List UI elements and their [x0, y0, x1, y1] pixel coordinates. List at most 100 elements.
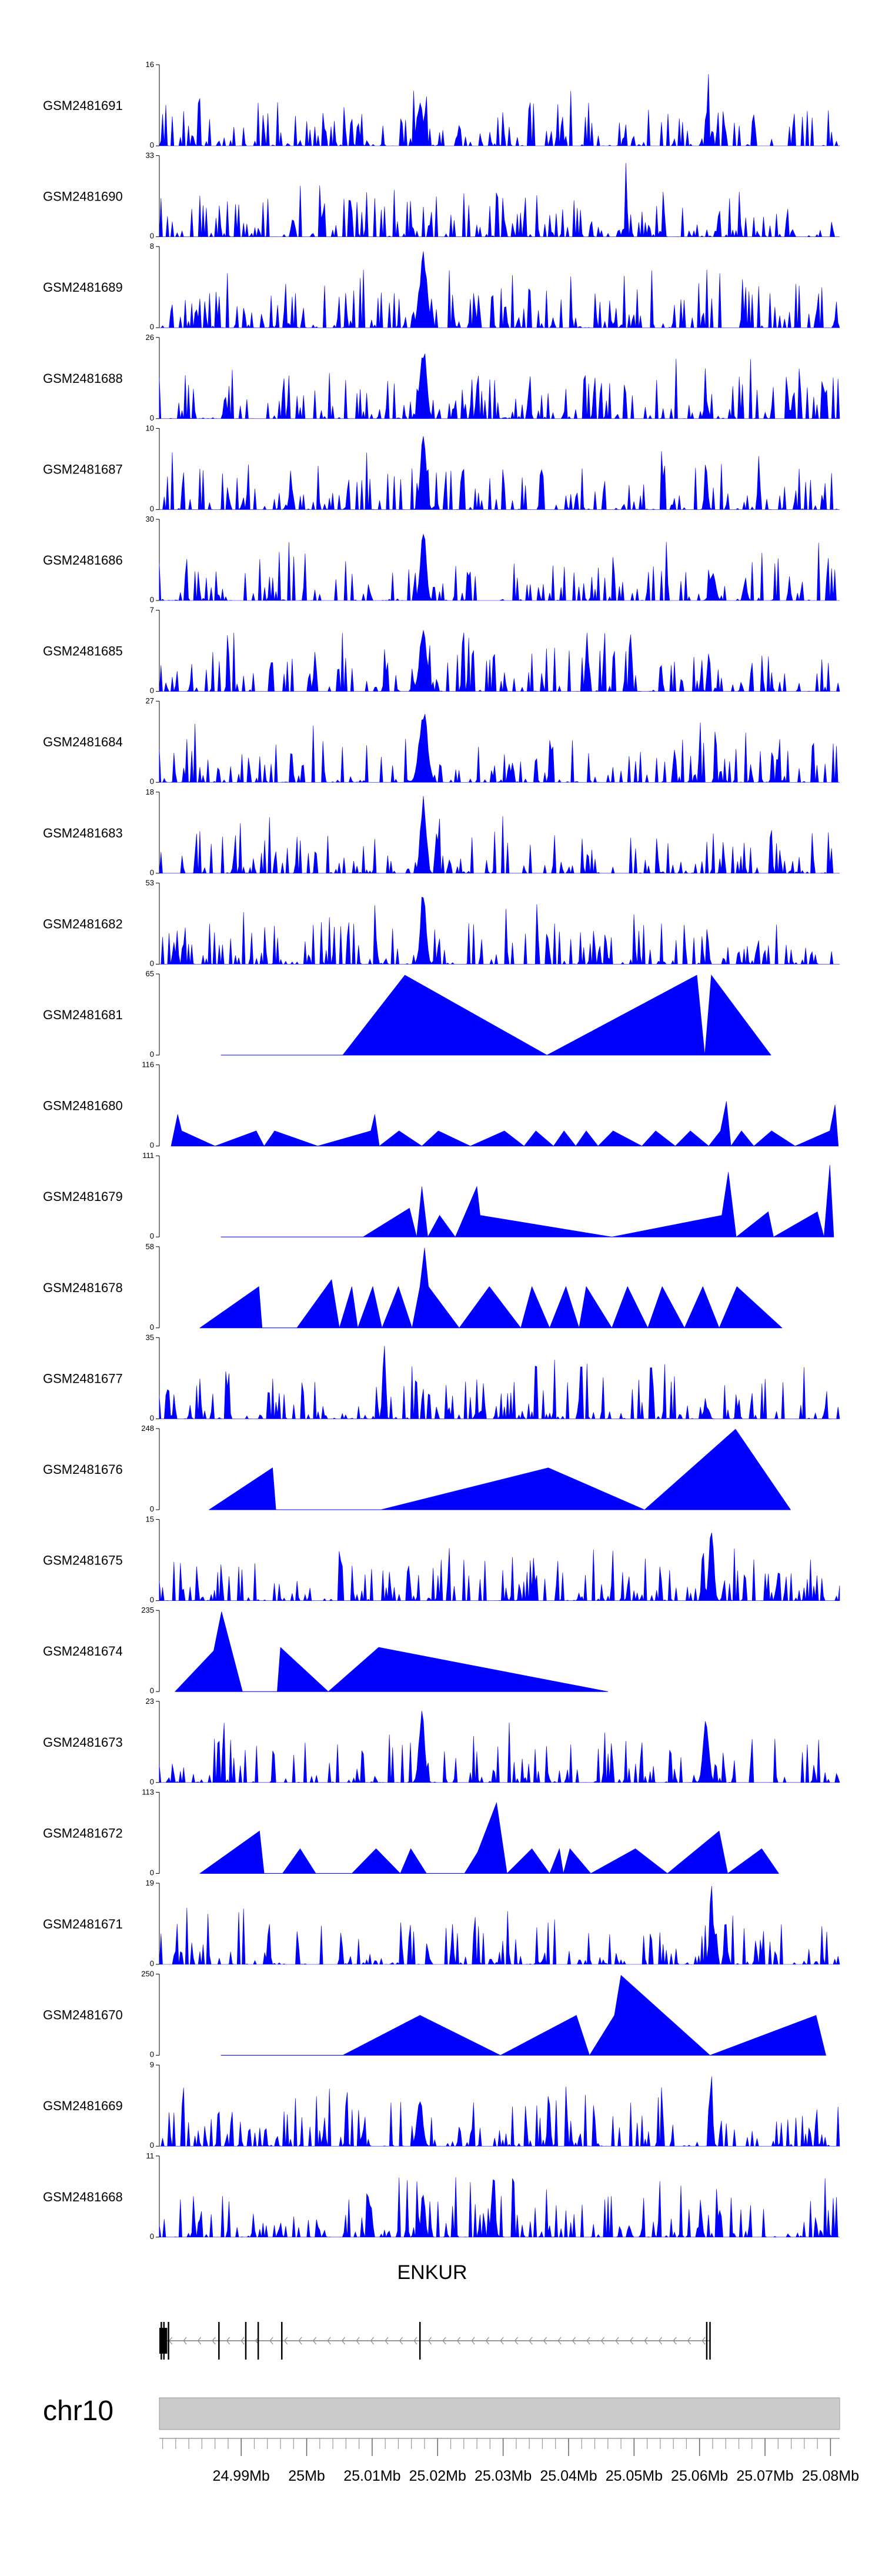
y-tick-label-max: 33 — [146, 151, 154, 160]
y-tick-label-max: 58 — [146, 1242, 154, 1251]
y-tick-label-zero: 0 — [150, 595, 154, 604]
y-tick-label-zero: 0 — [150, 959, 154, 967]
coverage-area — [159, 1711, 840, 1783]
track-label: GSM2481684 — [43, 735, 123, 749]
track-GSM2481691: GSM2481691 16 0 — [43, 60, 840, 149]
track-label: GSM2481669 — [43, 2098, 123, 2113]
track-label: GSM2481672 — [43, 1826, 123, 1840]
coverage-area — [159, 1533, 840, 1601]
y-tick-label-zero: 0 — [150, 1413, 154, 1422]
track-label: GSM2481677 — [43, 1371, 123, 1386]
y-tick-label-zero: 0 — [150, 1504, 154, 1513]
y-tick-label-max: 250 — [141, 1970, 154, 1978]
y-tick-label-zero: 0 — [150, 686, 154, 695]
y-tick-label-max: 248 — [141, 1424, 154, 1433]
coverage-area — [221, 1976, 826, 2056]
y-tick-label-zero: 0 — [150, 322, 154, 331]
y-tick-label-zero: 0 — [150, 504, 154, 513]
y-tick-label-max: 235 — [141, 1606, 154, 1614]
track-GSM2481682: GSM2481682530 — [43, 878, 840, 967]
track-GSM2481683: GSM2481683 18 0 — [43, 788, 840, 877]
track-label: GSM2481673 — [43, 1735, 123, 1750]
coverage-area — [200, 1803, 779, 1873]
track-GSM2481670: GSM2481670 250 0 — [43, 1970, 826, 2059]
track-GSM2481687: GSM2481687 10 0 — [43, 423, 840, 513]
y-tick-label-zero: 0 — [150, 141, 154, 149]
track-label: GSM2481689 — [43, 280, 123, 295]
y-tick-label-zero: 0 — [150, 413, 154, 422]
track-label: GSM2481678 — [43, 1280, 123, 1295]
y-tick-label-zero: 0 — [150, 1596, 154, 1604]
gene-track: ENKUR — [159, 2261, 711, 2360]
y-tick-label-max: 15 — [146, 1515, 154, 1524]
track-label: GSM2481691 — [43, 98, 123, 113]
coverage-area — [221, 1165, 834, 1237]
track-label: GSM2481668 — [43, 2190, 123, 2204]
y-tick-label-zero: 0 — [150, 2232, 154, 2241]
track-GSM2481689: GSM2481689 8 0 — [43, 242, 840, 331]
y-tick-label-max: 18 — [146, 788, 154, 796]
y-tick-label-max: 23 — [146, 1697, 154, 1706]
y-tick-label-max: 116 — [142, 1060, 154, 1069]
x-tick-label: 25.03Mb — [475, 2468, 532, 2484]
coverage-area — [159, 1346, 840, 1419]
y-tick-label-zero: 0 — [150, 1777, 154, 1786]
track-GSM2481685: GSM2481685 7 0 — [43, 606, 840, 695]
chromosome-label: chr10 — [43, 2395, 113, 2427]
y-tick-label-zero: 0 — [150, 232, 154, 241]
coverage-area — [159, 796, 840, 873]
x-tick-label: 25.02Mb — [409, 2468, 466, 2484]
track-label: GSM2481674 — [43, 1644, 123, 1659]
track-label: GSM2481690 — [43, 189, 123, 204]
y-tick-label-max: 65 — [146, 969, 154, 978]
coverage-area — [159, 714, 840, 782]
track-label: GSM2481686 — [43, 553, 123, 568]
track-GSM2481676: GSM2481676 248 0 — [43, 1424, 791, 1513]
coverage-area — [159, 163, 840, 237]
coverage-area — [159, 436, 840, 510]
y-tick-label-zero: 0 — [150, 1868, 154, 1877]
track-label: GSM2481680 — [43, 1099, 123, 1113]
coverage-area — [159, 534, 840, 600]
track-GSM2481688: GSM2481688260 — [43, 333, 840, 422]
track-GSM2481678: GSM2481678 58 0 — [43, 1242, 782, 1332]
coverage-area — [159, 353, 840, 419]
track-GSM2481690: GSM2481690 33 0 — [43, 151, 840, 241]
y-tick-label-max: 8 — [150, 242, 154, 251]
x-tick-label: 25Mb — [288, 2468, 325, 2484]
y-tick-label-max: 26 — [146, 333, 154, 342]
track-label: GSM2481683 — [43, 826, 123, 840]
y-tick-label-zero: 0 — [150, 2050, 154, 2059]
y-tick-label-zero: 0 — [150, 1686, 154, 1695]
track-label: GSM2481679 — [43, 1189, 123, 1204]
y-tick-label-zero: 0 — [150, 868, 154, 877]
coverage-area — [200, 1248, 782, 1328]
y-tick-label-zero: 0 — [150, 777, 154, 786]
track-GSM2481680: GSM24816801160 — [43, 1060, 838, 1150]
track-label: GSM2481687 — [43, 462, 123, 476]
track-label: GSM2481682 — [43, 916, 123, 931]
y-tick-label-max: 7 — [150, 606, 154, 615]
coverage-area — [159, 74, 840, 146]
track-GSM2481684: GSM2481684270 — [43, 696, 840, 786]
track-GSM2481686: GSM2481686 30 0 — [43, 515, 840, 604]
x-tick-label: 25.06Mb — [671, 2468, 728, 2484]
track-GSM2481674: GSM2481674 235 0 — [43, 1606, 608, 1695]
y-tick-label-zero: 0 — [150, 1232, 154, 1240]
coverage-area — [159, 1886, 840, 1964]
y-tick-label-zero: 0 — [150, 1959, 154, 1968]
track-label: GSM2481675 — [43, 1553, 123, 1568]
genome-browser-figure: GSM2481691160GSM2481690330GSM248168980GS… — [0, 0, 882, 2576]
y-tick-label-max: 30 — [146, 515, 154, 523]
chromosome-ideogram — [159, 2398, 840, 2430]
x-tick-label: 25.05Mb — [606, 2468, 663, 2484]
gene-label: ENKUR — [397, 2261, 467, 2284]
y-tick-label-max: 35 — [146, 1333, 154, 1342]
y-tick-label-zero: 0 — [150, 2141, 154, 2150]
y-tick-label-max: 11 — [146, 2151, 155, 2160]
x-tick-label: 25.07Mb — [736, 2468, 793, 2484]
coverage-area — [159, 251, 840, 328]
coverage-area — [159, 897, 840, 964]
track-label: GSM2481685 — [43, 644, 123, 659]
coverage-area — [159, 630, 840, 692]
